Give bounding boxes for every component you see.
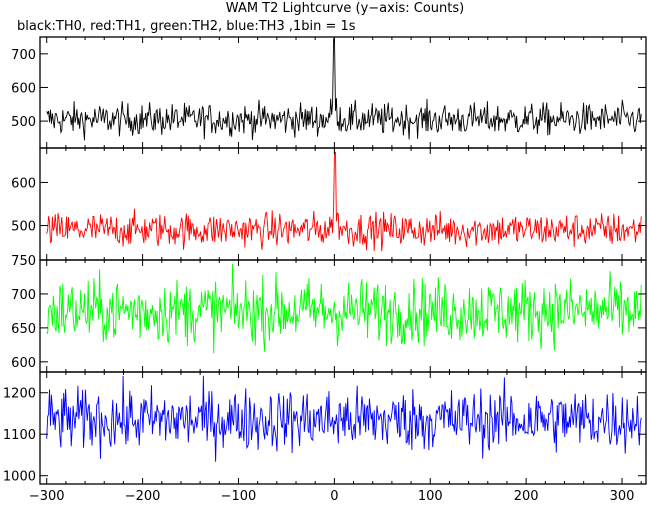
y-axis-th1: 500 600 [11,176,646,235]
y-tick-label: 750 [11,254,36,269]
x-tick-label: 100 [418,489,443,504]
panel-th3: 1000 1100 1200 [3,371,647,485]
x-axis: −300 −200 −100 0 100 200 300 [29,489,635,504]
x-tick-label: −300 [29,489,65,504]
x-tick-label: −100 [221,489,257,504]
panel-frame [39,36,647,149]
panel-th1: 500 600 [11,147,647,261]
panel-frame [39,371,647,485]
y-tick-label: 600 [11,81,36,96]
x-tick-label: −200 [125,489,161,504]
chart-title: WAM T2 Lightcurve (y−axis: Counts) [226,1,464,16]
y-tick-label: 500 [11,115,36,130]
y-axis-th2: 600 650 700 750 [11,254,646,371]
y-axis-th3: 1000 1100 1200 [3,387,646,485]
x-tick-label: 200 [514,489,539,504]
series-th2 [46,263,642,354]
y-tick-label: 1000 [3,470,36,485]
y-tick-label: 1100 [3,428,36,443]
y-tick-label: 500 [11,220,36,235]
y-tick-label: 700 [11,288,36,303]
y-tick-label: 600 [11,176,36,191]
chart-subtitle: black:TH0, red:TH1, green:TH2, blue:TH3 … [17,19,356,34]
y-tick-label: 600 [11,356,36,371]
panels-group: 500 600 700 500 600 600 650 700 750 1000 1100 1200 [3,36,647,485]
series-th1 [46,151,642,252]
series-th0 [46,38,642,141]
x-tick-label: 300 [610,489,635,504]
series-th3 [46,375,642,462]
y-tick-label: 650 [11,322,36,337]
y-tick-label: 1200 [3,387,36,402]
panel-th0: 500 600 700 [11,36,647,149]
y-axis-th0: 500 600 700 [11,48,646,130]
x-tick-label: 0 [330,489,338,504]
y-tick-label: 700 [11,48,36,63]
panel-th2: 600 650 700 750 [11,254,647,373]
